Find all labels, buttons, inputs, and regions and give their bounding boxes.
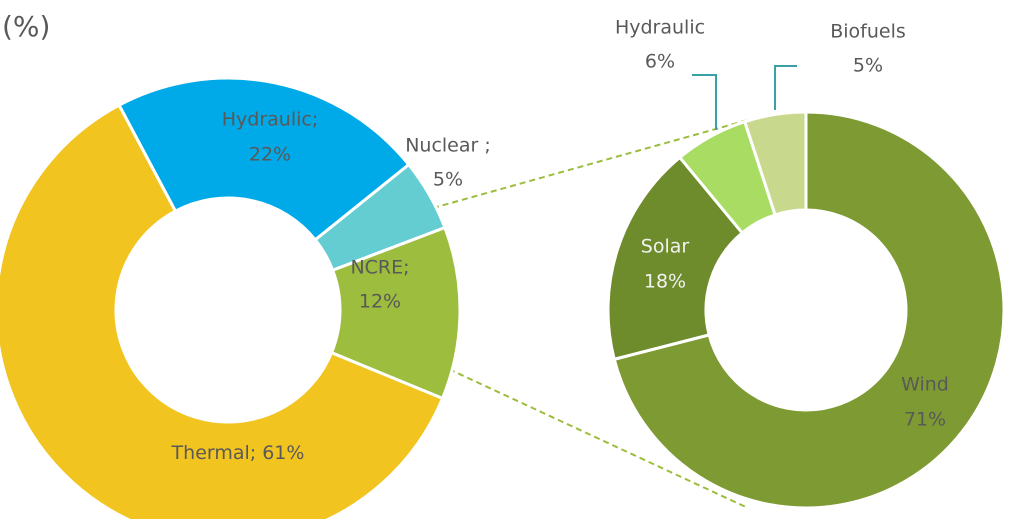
slice-label: Thermal; 61% — [171, 442, 305, 464]
category-label: Hydraulic; — [222, 109, 319, 131]
donut-slice — [742, 110, 808, 217]
connector-line — [432, 119, 749, 209]
chart-title: (%) — [2, 10, 50, 43]
donut-slice — [612, 110, 1006, 510]
category-label: Solar — [641, 236, 690, 258]
value-label: 5% — [853, 55, 883, 77]
donut-slice — [117, 76, 411, 242]
donut-slice — [606, 155, 745, 362]
callout-line — [692, 74, 717, 130]
value-label: 22% — [249, 144, 291, 166]
value-label: 5% — [433, 169, 463, 191]
category-label: Biofuels — [830, 21, 906, 43]
category-label: NCRE; — [350, 257, 409, 279]
value-label: 6% — [645, 51, 675, 73]
value-label: 12% — [359, 291, 401, 313]
category-label: Nuclear ; — [405, 135, 491, 157]
value-label: 18% — [644, 271, 686, 293]
value-label: 61% — [262, 442, 304, 464]
category-label: Wind — [901, 374, 949, 396]
donut-slice — [0, 103, 445, 519]
category-label: Thermal; — [171, 442, 257, 464]
connector-line — [439, 364, 749, 509]
value-label: 71% — [904, 409, 946, 431]
category-label: Hydraulic — [615, 17, 705, 39]
callout-line — [774, 65, 797, 110]
